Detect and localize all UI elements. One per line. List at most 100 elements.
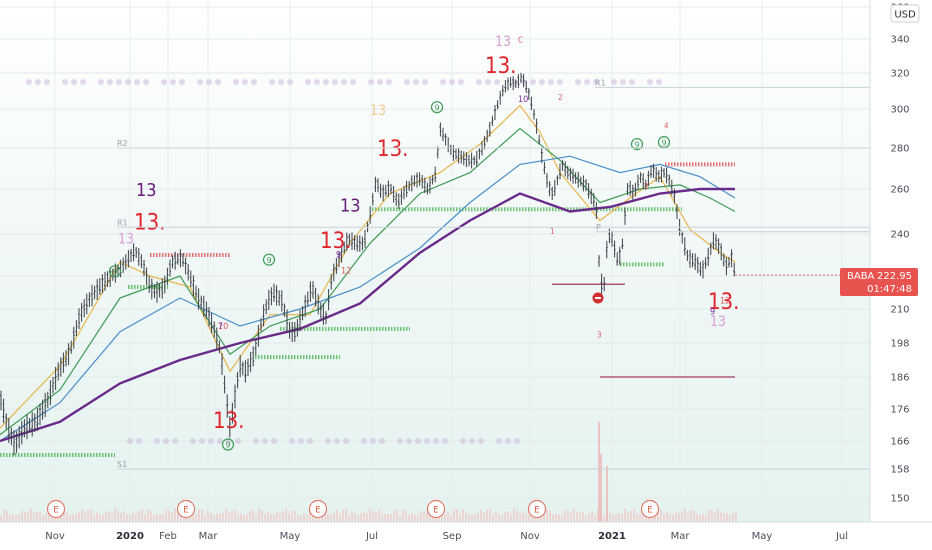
- price-bar: [642, 173, 645, 190]
- setup-number: 9: [634, 140, 639, 149]
- volume-bar: [453, 509, 455, 522]
- countdown-label: 2: [644, 182, 649, 191]
- volume-bar: [603, 514, 605, 522]
- price-bar: [88, 292, 91, 307]
- volume-bar: [591, 511, 593, 522]
- volume-bar: [27, 511, 29, 522]
- pivot-label: R2: [117, 139, 128, 148]
- setup-number: 9: [434, 103, 439, 112]
- price-bar: [655, 167, 658, 182]
- dotted-row-marker: [190, 438, 196, 444]
- volume-bar: [345, 508, 347, 522]
- volume-bar: [576, 512, 578, 522]
- earnings-marker[interactable]: E: [527, 499, 547, 519]
- dotted-row-marker: [269, 79, 275, 85]
- dotted-row-marker: [424, 438, 430, 444]
- volume-bar: [342, 509, 344, 522]
- price-bar: [413, 175, 416, 187]
- dotted-row-marker: [647, 79, 653, 85]
- dotted-row-marker: [208, 438, 214, 444]
- countdown-label: 7: [218, 322, 223, 332]
- volume-bar: [153, 514, 155, 522]
- price-bar: [226, 394, 229, 418]
- x-tick-label: Mar: [671, 531, 691, 542]
- price-bar: [491, 115, 494, 126]
- dotted-row-marker: [494, 79, 500, 85]
- price-bar: [709, 242, 712, 256]
- earnings-marker-label: E: [183, 506, 189, 516]
- price-bar: [80, 302, 83, 322]
- price-bar: [278, 290, 281, 306]
- volume-bar: [363, 511, 365, 522]
- price-bar: [285, 309, 289, 332]
- volume-bar: [426, 511, 428, 522]
- dotted-row-marker: [233, 79, 239, 85]
- price-bar: [634, 182, 637, 197]
- dotted-row-marker: [235, 438, 241, 444]
- down-signal-icon: [592, 292, 604, 304]
- dotted-row-marker: [514, 438, 520, 444]
- volume-bar: [696, 514, 698, 522]
- volume-bar: [474, 513, 476, 522]
- volume-bar: [81, 508, 83, 522]
- volume-bar: [108, 510, 110, 522]
- price-bar: [668, 174, 671, 186]
- volume-bar: [729, 514, 731, 522]
- price-bar: [337, 252, 341, 268]
- dotted-row-marker: [107, 79, 113, 85]
- price-bar: [384, 184, 387, 197]
- countdown-label: 13: [710, 314, 726, 330]
- volume-bar: [372, 511, 374, 522]
- price-bar: [158, 282, 161, 298]
- earnings-marker[interactable]: E: [46, 499, 66, 519]
- price-bar: [392, 185, 395, 203]
- setup-nine-marker: 9: [657, 136, 671, 149]
- y-tick-label: 340: [890, 35, 909, 46]
- earnings-marker[interactable]: E: [426, 499, 446, 519]
- volume-bar: [234, 509, 236, 522]
- volume-bar: [102, 514, 104, 522]
- price-bar: [345, 232, 348, 251]
- volume-bar: [51, 514, 53, 522]
- earnings-marker[interactable]: E: [176, 499, 196, 519]
- price-bar: [512, 76, 515, 91]
- volume-bar: [357, 514, 359, 522]
- price-bar: [179, 249, 182, 268]
- volume-bar: [564, 510, 566, 522]
- volume-spike: [606, 466, 608, 522]
- volume-bar: [147, 509, 149, 522]
- price-bar: [106, 271, 109, 287]
- earnings-marker-circle: [527, 499, 547, 519]
- countdown-label: 13: [118, 231, 134, 247]
- earnings-marker[interactable]: E: [308, 499, 328, 519]
- volume-bar: [393, 511, 395, 522]
- currency-button[interactable]: USD: [890, 4, 920, 23]
- price-bar: [683, 237, 686, 256]
- volume-bar: [531, 513, 533, 522]
- price-bar: [166, 267, 169, 285]
- price-bar: [426, 182, 429, 195]
- volume-bar: [69, 514, 71, 522]
- price-bar: [727, 256, 731, 268]
- volume-bar: [702, 513, 704, 522]
- price-bar: [44, 392, 47, 417]
- volume-bar: [420, 510, 422, 522]
- price-bar: [36, 407, 39, 432]
- earnings-marker-circle: [308, 499, 328, 519]
- volume-bar: [45, 513, 47, 522]
- volume-bar: [120, 512, 122, 522]
- earnings-marker[interactable]: E: [640, 499, 660, 519]
- price-bar: [207, 306, 211, 327]
- price-bar: [428, 177, 432, 194]
- volume-bar: [105, 511, 107, 522]
- y-tick-label: 210: [890, 305, 909, 316]
- price-bar: [475, 150, 478, 167]
- volume-bar: [132, 512, 134, 522]
- price-bar: [114, 263, 117, 283]
- pivot-label: S1: [117, 460, 127, 469]
- volume-bar: [18, 513, 20, 522]
- dotted-row-marker: [397, 438, 403, 444]
